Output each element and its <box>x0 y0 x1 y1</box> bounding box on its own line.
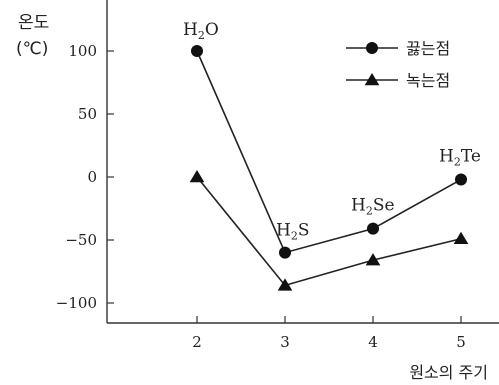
formula-label: H2S <box>276 221 309 243</box>
y-axis-label-line2: (℃) <box>16 39 48 59</box>
legend-label: 끓는점 <box>406 39 450 58</box>
series-lines <box>196 50 462 287</box>
data-markers <box>189 45 469 291</box>
y-tick-label: 50 <box>78 105 97 123</box>
data-point-triangle <box>277 278 293 291</box>
y-tick-label: 100 <box>68 42 97 60</box>
x-tick-label: 5 <box>456 333 466 351</box>
legend-marker-triangle <box>364 73 380 86</box>
point-annotations: H2O H2S H2Se H2Te <box>183 20 481 243</box>
x-tick-label: 4 <box>368 333 378 351</box>
data-point-circle <box>191 45 203 57</box>
y-axis-label-line1: 온도 <box>18 13 49 33</box>
data-point-circle <box>367 222 379 235</box>
formula-label: H2Se <box>351 196 395 218</box>
series-line <box>196 176 462 287</box>
formula-label: H2Te <box>439 147 481 169</box>
series-line <box>196 50 462 254</box>
data-point-triangle <box>453 231 469 244</box>
legend-marker-circle <box>366 42 378 54</box>
data-point-triangle <box>365 253 381 266</box>
x-tick-label: 2 <box>192 333 202 351</box>
formula-label: H2O <box>183 20 219 42</box>
data-point-triangle <box>189 170 205 183</box>
y-tick-label: 0 <box>87 168 97 186</box>
data-point-circle <box>279 246 291 259</box>
x-tick-label: 3 <box>280 333 290 351</box>
x-axis-label: 원소의 주기 <box>409 363 488 382</box>
y-tick-label: −100 <box>56 294 97 312</box>
data-point-circle <box>455 173 467 186</box>
legend-label: 녹는점 <box>406 71 450 90</box>
y-tick-label: −50 <box>65 231 97 249</box>
axes: 100 50 0 −50 −100 2 3 4 5 <box>56 0 499 351</box>
